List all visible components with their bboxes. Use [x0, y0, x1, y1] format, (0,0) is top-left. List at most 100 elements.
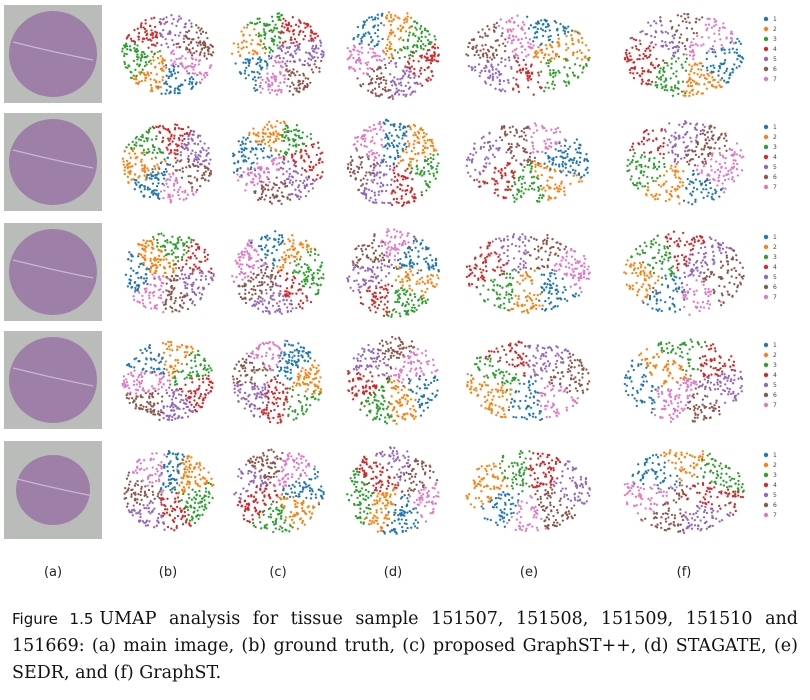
umap-point: [481, 44, 484, 47]
umap-point: [280, 181, 283, 184]
umap-point: [197, 36, 200, 39]
umap-point: [509, 188, 512, 191]
umap-point: [476, 49, 479, 52]
umap-point: [567, 30, 570, 34]
umap-point: [657, 165, 661, 168]
umap-point: [711, 197, 714, 200]
umap-point: [640, 154, 644, 157]
umap-point: [707, 191, 710, 194]
umap-point: [262, 181, 265, 184]
umap-point: [551, 80, 555, 83]
umap-point: [202, 74, 206, 77]
umap-point: [528, 127, 532, 130]
umap-point: [272, 29, 275, 32]
umap-point: [273, 78, 276, 81]
umap-point: [151, 273, 154, 276]
umap-point: [727, 177, 730, 181]
umap-point: [292, 281, 295, 284]
umap-point: [154, 173, 157, 177]
umap-point: [298, 258, 302, 261]
umap-point: [138, 252, 141, 256]
umap-point: [408, 57, 411, 60]
umap-point: [695, 92, 698, 96]
umap-point: [639, 156, 643, 159]
umap-point: [495, 53, 499, 57]
umap-point: [266, 176, 269, 180]
umap-point: [678, 185, 681, 189]
umap-point: [415, 28, 418, 31]
umap-point: [289, 179, 292, 182]
umap-point: [504, 38, 507, 41]
umap-point: [538, 194, 542, 197]
umap-point: [375, 174, 378, 177]
umap-point: [269, 48, 273, 51]
umap-point: [427, 169, 430, 173]
umap-point: [520, 182, 523, 186]
umap-point: [371, 89, 374, 92]
umap-point: [563, 138, 566, 141]
umap-point: [561, 169, 565, 172]
umap-point: [378, 171, 382, 174]
umap-point: [582, 65, 585, 69]
umap-point: [259, 76, 263, 79]
umap-point: [286, 306, 289, 309]
umap-point: [314, 293, 317, 296]
umap-point: [280, 65, 283, 69]
umap-point: [274, 275, 277, 278]
umap-point: [303, 168, 307, 172]
umap-point: [717, 69, 720, 73]
umap-point: [523, 23, 526, 26]
umap-point: [370, 189, 373, 193]
umap-point: [374, 16, 377, 19]
umap-point: [199, 40, 202, 43]
umap-point: [168, 178, 172, 182]
umap-panel: [465, 122, 590, 203]
umap-point: [299, 195, 302, 199]
umap-point: [409, 164, 412, 167]
umap-point: [130, 178, 133, 181]
umap-point: [146, 137, 150, 140]
umap-point: [312, 32, 316, 35]
umap-point: [277, 168, 281, 172]
umap-point: [250, 246, 253, 249]
umap-point: [279, 47, 283, 51]
umap-point: [520, 37, 523, 41]
umap-point: [294, 165, 297, 168]
umap-point: [173, 301, 176, 305]
umap-point: [412, 157, 415, 161]
umap-point: [162, 234, 165, 237]
umap-point: [178, 89, 181, 92]
umap-point: [367, 61, 370, 64]
umap-point: [682, 53, 685, 56]
umap-point: [682, 141, 685, 144]
umap-point: [233, 162, 236, 165]
umap-point: [495, 49, 498, 52]
umap-point: [371, 91, 374, 95]
umap-point: [137, 138, 141, 141]
umap-point: [266, 253, 269, 257]
umap-point: [692, 31, 695, 35]
umap-point: [291, 70, 294, 74]
umap-point: [254, 79, 257, 82]
umap-point: [664, 199, 668, 203]
umap-point: [293, 260, 296, 263]
umap-point: [193, 72, 196, 75]
umap-point: [291, 292, 294, 295]
umap-point: [494, 167, 497, 170]
umap-point: [692, 37, 695, 41]
umap-point: [245, 263, 249, 266]
umap-point: [149, 24, 152, 28]
umap-point: [197, 153, 200, 157]
umap-point: [188, 131, 192, 135]
umap-point: [368, 150, 371, 154]
umap-point: [486, 34, 489, 38]
umap-point: [249, 257, 252, 261]
umap-point: [553, 83, 556, 87]
umap-point: [503, 132, 507, 135]
umap-point: [725, 67, 729, 70]
umap-point: [194, 151, 197, 154]
umap-point: [266, 128, 270, 131]
umap-point: [540, 173, 543, 177]
umap-point: [148, 150, 151, 153]
umap-point: [380, 72, 383, 75]
